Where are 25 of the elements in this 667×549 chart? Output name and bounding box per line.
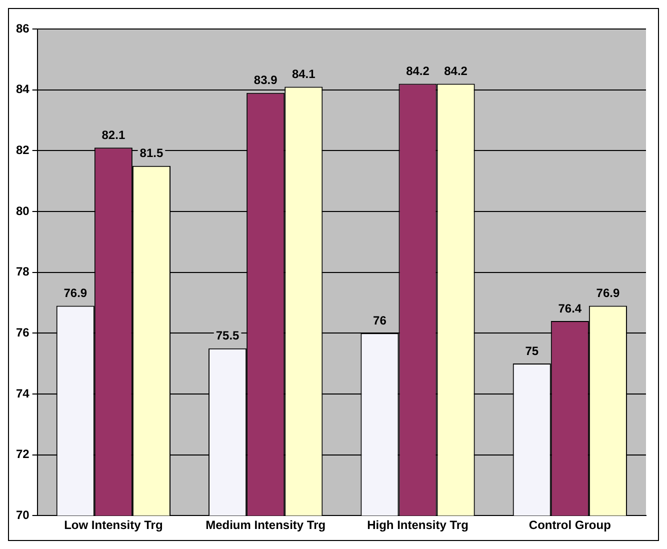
data-label: 76 <box>373 313 387 328</box>
y-tick-label: 72 <box>16 447 30 462</box>
x-tick-label: Medium Intensity Trg <box>206 518 326 532</box>
y-tick-label: 82 <box>16 142 30 157</box>
x-tick-label: Low Intensity Trg <box>64 518 163 532</box>
data-label: 76.4 <box>558 301 582 316</box>
data-label: 75 <box>525 344 539 358</box>
data-label: 75.5 <box>216 328 240 343</box>
data-label: 76.9 <box>64 286 88 300</box>
data-label: 84.1 <box>292 67 316 82</box>
y-tick-label: 78 <box>16 264 30 279</box>
y-tick-label: 74 <box>16 386 30 400</box>
x-tick-label: High Intensity Trg <box>367 518 468 532</box>
x-tick-label: Control Group <box>528 518 611 532</box>
data-label: 83.9 <box>254 73 278 88</box>
data-label: 81.5 <box>140 146 164 160</box>
y-tick-label: 86 <box>16 21 30 36</box>
data-label: 82.1 <box>102 128 126 142</box>
y-tick-label: 84 <box>16 82 30 96</box>
data-label: 84.2 <box>444 64 468 78</box>
y-tick-label: 70 <box>16 508 30 522</box>
data-label: 84.2 <box>406 64 430 78</box>
data-label: 76.9 <box>596 286 620 300</box>
y-tick-label: 76 <box>16 325 30 340</box>
y-tick-label: 80 <box>16 204 30 218</box>
